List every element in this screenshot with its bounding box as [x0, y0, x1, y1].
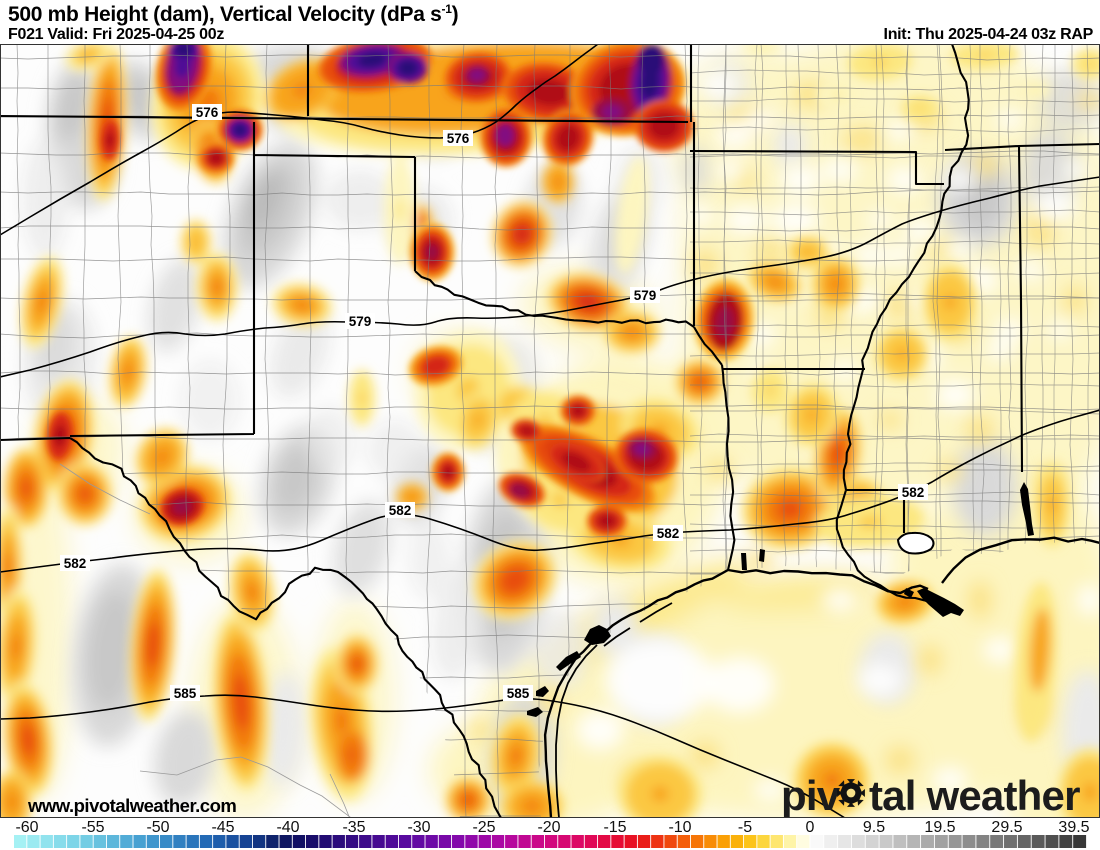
svg-text:576: 576 [447, 131, 470, 146]
svg-text:582: 582 [657, 526, 680, 541]
svg-text:582: 582 [902, 485, 925, 500]
svg-text:www.pivotalweather.com: www.pivotalweather.com [27, 795, 236, 816]
svg-text:piv: piv [781, 772, 841, 818]
svg-text:579: 579 [349, 314, 372, 329]
svg-text:tal weather: tal weather [869, 772, 1080, 818]
svg-text:579: 579 [634, 288, 657, 303]
svg-text:582: 582 [64, 556, 87, 571]
svg-text:585: 585 [507, 686, 530, 701]
svg-text:576: 576 [196, 105, 219, 120]
svg-text:585: 585 [174, 686, 197, 701]
svg-text:582: 582 [389, 503, 412, 518]
